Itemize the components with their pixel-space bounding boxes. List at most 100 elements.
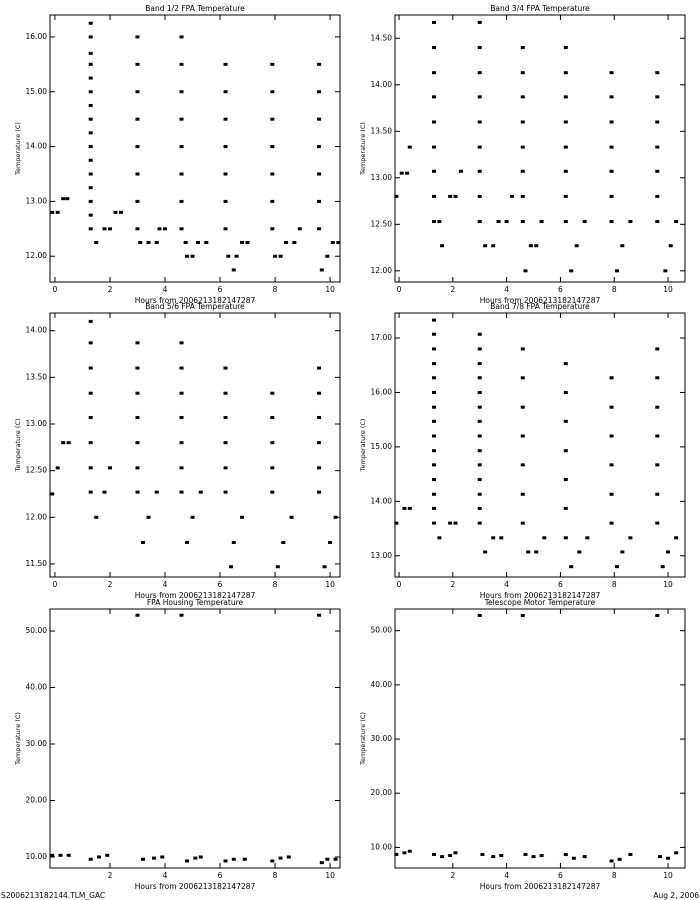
point bbox=[609, 492, 614, 496]
point bbox=[245, 241, 250, 245]
point bbox=[204, 241, 209, 245]
point bbox=[520, 71, 525, 75]
plot-frame bbox=[394, 608, 686, 869]
point bbox=[458, 169, 463, 173]
point bbox=[88, 103, 93, 107]
point bbox=[118, 210, 123, 214]
y-tick-label: 15.00 bbox=[26, 87, 48, 96]
point bbox=[292, 241, 297, 245]
point bbox=[179, 35, 184, 39]
point bbox=[270, 145, 275, 149]
footer-left: S2006213182144.TLM_GAC bbox=[1, 891, 105, 900]
x-tick-label: 8 bbox=[612, 580, 617, 589]
point bbox=[432, 120, 437, 124]
point bbox=[179, 391, 184, 395]
point bbox=[563, 390, 568, 394]
point bbox=[179, 62, 184, 66]
point bbox=[432, 332, 437, 336]
x-axis-label: Hours from 2006213182147287 bbox=[135, 296, 256, 305]
point bbox=[448, 194, 453, 198]
point bbox=[234, 254, 239, 258]
y-tick-label: 13.50 bbox=[26, 372, 48, 381]
point bbox=[666, 550, 671, 554]
point bbox=[50, 210, 55, 214]
point bbox=[223, 199, 228, 203]
y-tick-label: 15.00 bbox=[371, 442, 393, 451]
point bbox=[563, 46, 568, 50]
y-tick-label: 14.50 bbox=[371, 33, 393, 42]
y-axis-label: Temperature (C) bbox=[359, 122, 367, 176]
point bbox=[399, 171, 404, 175]
point bbox=[325, 857, 330, 861]
point bbox=[657, 855, 662, 859]
point bbox=[477, 71, 482, 75]
point bbox=[179, 90, 184, 94]
x-tick-label: 8 bbox=[612, 285, 617, 294]
point bbox=[154, 241, 159, 245]
point bbox=[432, 95, 437, 99]
y-tick-label: 10.00 bbox=[26, 852, 48, 861]
plot-frame bbox=[49, 312, 341, 578]
point bbox=[432, 463, 437, 467]
point bbox=[432, 347, 437, 351]
point bbox=[440, 855, 445, 859]
point bbox=[432, 220, 437, 224]
point bbox=[183, 241, 188, 245]
point bbox=[407, 506, 412, 510]
point bbox=[193, 856, 198, 860]
point bbox=[523, 852, 528, 856]
y-axis-label: Temperature (C) bbox=[14, 419, 22, 473]
y-tick-label: 50.00 bbox=[26, 626, 48, 635]
point bbox=[569, 269, 574, 273]
point bbox=[491, 536, 496, 540]
point bbox=[105, 853, 110, 857]
point bbox=[179, 199, 184, 203]
point bbox=[317, 199, 322, 203]
point bbox=[94, 241, 99, 245]
chart-title: Band 7/8 FPA Temperature bbox=[490, 302, 590, 311]
point bbox=[135, 172, 140, 176]
x-tick-label: 6 bbox=[558, 580, 563, 589]
y-tick-label: 14.00 bbox=[371, 80, 393, 89]
y-tick-label: 14.00 bbox=[26, 142, 48, 151]
point bbox=[609, 194, 614, 198]
point bbox=[135, 199, 140, 203]
point bbox=[432, 419, 437, 423]
point bbox=[483, 550, 488, 554]
point bbox=[88, 319, 93, 323]
point bbox=[655, 376, 660, 380]
x-tick-label: 8 bbox=[273, 285, 278, 294]
point bbox=[88, 199, 93, 203]
point bbox=[88, 21, 93, 25]
point bbox=[477, 521, 482, 525]
point bbox=[88, 90, 93, 94]
point bbox=[146, 241, 151, 245]
point bbox=[520, 46, 525, 50]
point bbox=[432, 506, 437, 510]
point bbox=[432, 46, 437, 50]
point bbox=[563, 120, 568, 124]
point bbox=[655, 463, 660, 467]
point bbox=[628, 220, 633, 224]
point bbox=[448, 854, 453, 858]
y-tick-label: 12.50 bbox=[26, 466, 48, 475]
point bbox=[563, 95, 568, 99]
y-tick-label: 13.00 bbox=[371, 173, 393, 182]
point bbox=[179, 117, 184, 121]
point bbox=[179, 415, 184, 419]
point bbox=[499, 536, 504, 540]
point bbox=[609, 859, 614, 863]
point bbox=[88, 51, 93, 55]
point bbox=[539, 854, 544, 858]
point bbox=[660, 565, 665, 569]
point bbox=[534, 244, 539, 248]
point bbox=[609, 434, 614, 438]
point bbox=[402, 851, 407, 855]
point bbox=[88, 117, 93, 121]
x-tick-label: 2 bbox=[450, 580, 455, 589]
y-axis-label: Temperature (C) bbox=[14, 122, 22, 176]
point bbox=[61, 441, 66, 445]
chart-title: Telescope Motor Temperature bbox=[484, 598, 596, 607]
point bbox=[477, 120, 482, 124]
point bbox=[394, 521, 399, 525]
